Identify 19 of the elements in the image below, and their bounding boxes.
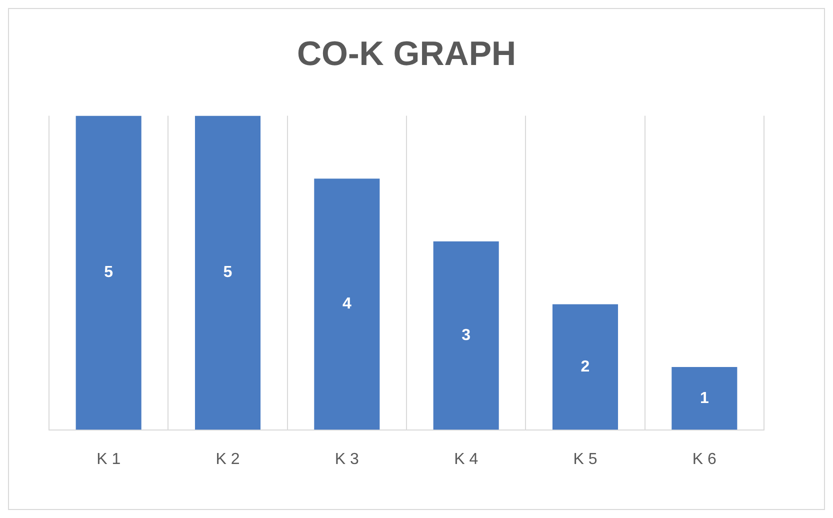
x-tick-label: K 1 [96,450,121,468]
x-tick-label: K 3 [334,450,360,468]
chart-title: CO-K GRAPH [296,34,516,73]
data-label: 3 [462,327,471,344]
bar [433,241,499,430]
x-tick-label: K 2 [216,450,240,468]
bar [76,116,142,430]
x-tick-label: K 5 [573,450,598,468]
data-label: 1 [700,390,709,407]
bar [314,178,380,430]
data-label: 2 [580,358,590,376]
x-tick-label: K 4 [454,450,478,468]
data-label: 4 [342,296,352,313]
bar [194,116,261,430]
bar [672,367,738,430]
data-label: 5 [223,264,232,282]
data-label: 5 [104,264,114,282]
x-tick-label: K 6 [692,450,717,468]
bar [552,304,618,430]
